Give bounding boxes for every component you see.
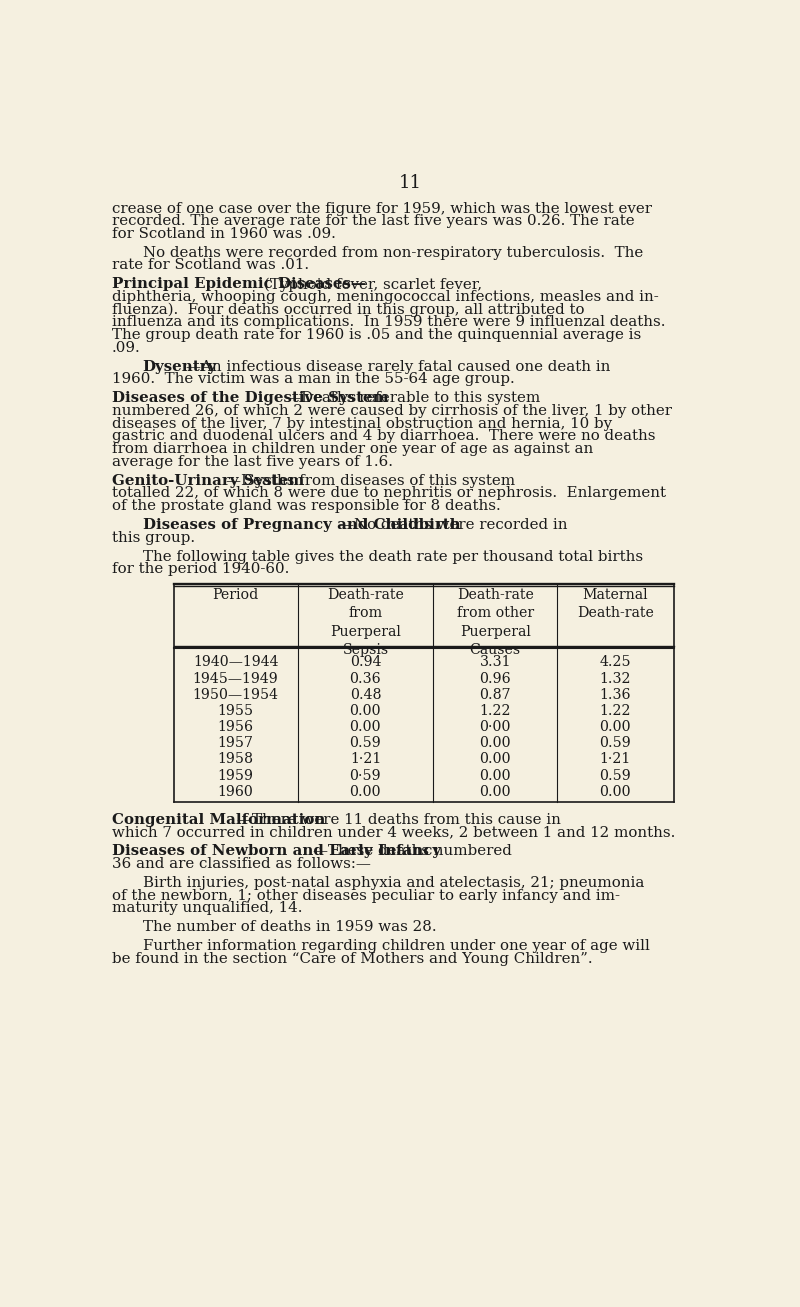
Text: 0.00: 0.00 <box>479 784 511 799</box>
Text: of the prostate gland was responsible for 8 deaths.: of the prostate gland was responsible fo… <box>112 499 500 514</box>
Text: 1·21: 1·21 <box>600 753 631 766</box>
Text: 1955: 1955 <box>218 704 254 718</box>
Text: crease of one case over the figure for 1959, which was the lowest ever: crease of one case over the figure for 1… <box>112 201 652 216</box>
Text: Principal Epidemic Diseases—: Principal Epidemic Diseases— <box>112 277 366 291</box>
Text: Further information regarding children under one year of age will: Further information regarding children u… <box>142 940 650 953</box>
Text: Birth injuries, post-natal asphyxia and atelectasis, 21; pneumonia: Birth injuries, post-natal asphyxia and … <box>142 876 644 890</box>
Text: 1.36: 1.36 <box>600 687 631 702</box>
Text: 11: 11 <box>398 174 422 192</box>
Text: Death-rate
from other
Puerperal
Causes: Death-rate from other Puerperal Causes <box>457 588 534 657</box>
Text: 0.00: 0.00 <box>479 769 511 783</box>
Text: 1.22: 1.22 <box>479 704 511 718</box>
Text: 0.00: 0.00 <box>599 784 631 799</box>
Text: 1.22: 1.22 <box>600 704 631 718</box>
Text: —Deaths from diseases of this system: —Deaths from diseases of this system <box>226 473 515 488</box>
Text: Maternal
Death-rate: Maternal Death-rate <box>577 588 654 621</box>
Text: which 7 occurred in children under 4 weeks, 2 between 1 and 12 months.: which 7 occurred in children under 4 wee… <box>112 826 675 839</box>
Text: 0·00: 0·00 <box>479 720 511 735</box>
Text: diseases of the liver, 7 by intestinal obstruction and hernia, 10 by: diseases of the liver, 7 by intestinal o… <box>112 417 612 431</box>
Text: 0.59: 0.59 <box>350 736 382 750</box>
Text: Death-rate
from
Puerperal
Sepsis: Death-rate from Puerperal Sepsis <box>327 588 404 657</box>
Text: 0·59: 0·59 <box>350 769 382 783</box>
Text: —An infectious disease rarely fatal caused one death in: —An infectious disease rarely fatal caus… <box>186 359 610 374</box>
Text: Diseases of the Digestive System: Diseases of the Digestive System <box>112 391 388 405</box>
Text: diphtheria, whooping cough, meningococcal infections, measles and in-: diphtheria, whooping cough, meningococca… <box>112 290 658 305</box>
Text: be found in the section “Care of Mothers and Young Children”.: be found in the section “Care of Mothers… <box>112 951 592 966</box>
Text: of the newborn, 1; other diseases peculiar to early infancy and im-: of the newborn, 1; other diseases peculi… <box>112 889 620 903</box>
Text: 1957: 1957 <box>218 736 254 750</box>
Text: The following table gives the death rate per thousand total births: The following table gives the death rate… <box>142 549 642 563</box>
Text: average for the last five years of 1.6.: average for the last five years of 1.6. <box>112 455 393 469</box>
Text: (Typhoid fever, scarlet fever,: (Typhoid fever, scarlet fever, <box>264 277 482 291</box>
Text: 1945—1949: 1945—1949 <box>193 672 278 685</box>
Text: 4.25: 4.25 <box>599 655 631 669</box>
Text: rate for Scotland was .01.: rate for Scotland was .01. <box>112 259 309 272</box>
Text: 3.31: 3.31 <box>479 655 511 669</box>
Text: Congenital Malformation: Congenital Malformation <box>112 813 325 827</box>
Text: Dysentry: Dysentry <box>142 359 217 374</box>
Text: 0.00: 0.00 <box>479 736 511 750</box>
Text: 0.48: 0.48 <box>350 687 381 702</box>
Text: 1.32: 1.32 <box>600 672 631 685</box>
Text: 1959: 1959 <box>218 769 254 783</box>
Text: 0.00: 0.00 <box>599 720 631 735</box>
Text: 0.94: 0.94 <box>350 655 381 669</box>
Text: —Deaths referable to this system: —Deaths referable to this system <box>286 391 540 405</box>
Text: numbered 26, of which 2 were caused by cirrhosis of the liver, 1 by other: numbered 26, of which 2 were caused by c… <box>112 404 672 418</box>
Text: —There were 11 deaths from this cause in: —There were 11 deaths from this cause in <box>237 813 561 827</box>
Text: 0.00: 0.00 <box>350 720 382 735</box>
Text: from diarrhoea in children under one year of age as against an: from diarrhoea in children under one yea… <box>112 442 593 456</box>
Text: Genito-Urinary System: Genito-Urinary System <box>112 473 304 488</box>
Text: Diseases of Newborn and Early Infancy: Diseases of Newborn and Early Infancy <box>112 844 441 859</box>
Text: 1958: 1958 <box>218 753 254 766</box>
Text: 36 and are classified as follows:—: 36 and are classified as follows:— <box>112 857 370 872</box>
Text: 0.87: 0.87 <box>479 687 511 702</box>
Text: totalled 22, of which 8 were due to nephritis or nephrosis.  Enlargement: totalled 22, of which 8 were due to neph… <box>112 486 666 501</box>
Text: 0.00: 0.00 <box>350 704 382 718</box>
Text: .09.: .09. <box>112 341 140 356</box>
Text: Diseases of Pregnancy and Childbirth: Diseases of Pregnancy and Childbirth <box>142 518 460 532</box>
Text: gastric and duodenal ulcers and 4 by diarrhoea.  There were no deaths: gastric and duodenal ulcers and 4 by dia… <box>112 430 655 443</box>
Text: No deaths were recorded from non-respiratory tuberculosis.  The: No deaths were recorded from non-respira… <box>142 246 643 260</box>
Text: —These deaths numbered: —These deaths numbered <box>314 844 512 859</box>
Text: fluenza).  Four deaths occurred in this group, all attributed to: fluenza). Four deaths occurred in this g… <box>112 303 584 318</box>
Text: The group death rate for 1960 is .05 and the quinquennial average is: The group death rate for 1960 is .05 and… <box>112 328 641 342</box>
Text: 1940—1944: 1940—1944 <box>193 655 278 669</box>
Text: 0.00: 0.00 <box>479 753 511 766</box>
Text: 1·21: 1·21 <box>350 753 381 766</box>
Text: 1960.  The victim was a man in the 55-64 age group.: 1960. The victim was a man in the 55-64 … <box>112 372 514 387</box>
Text: 0.59: 0.59 <box>599 736 631 750</box>
Text: 0.59: 0.59 <box>599 769 631 783</box>
Text: 0.00: 0.00 <box>350 784 382 799</box>
Text: recorded. The average rate for the last five years was 0.26. The rate: recorded. The average rate for the last … <box>112 214 634 229</box>
Text: for the period 1940-60.: for the period 1940-60. <box>112 562 289 576</box>
Text: The number of deaths in 1959 was 28.: The number of deaths in 1959 was 28. <box>142 920 436 935</box>
Text: influenza and its complications.  In 1959 there were 9 influenzal deaths.: influenza and its complications. In 1959… <box>112 315 665 329</box>
Text: 1956: 1956 <box>218 720 254 735</box>
Text: 1950—1954: 1950—1954 <box>193 687 278 702</box>
Text: for Scotland in 1960 was .09.: for Scotland in 1960 was .09. <box>112 227 335 240</box>
Text: 1960: 1960 <box>218 784 254 799</box>
Text: Period: Period <box>213 588 258 603</box>
Text: this group.: this group. <box>112 531 194 545</box>
Text: maturity unqualified, 14.: maturity unqualified, 14. <box>112 902 302 915</box>
Text: —No deaths were recorded in: —No deaths were recorded in <box>338 518 567 532</box>
Text: 0.96: 0.96 <box>479 672 511 685</box>
Text: 0.36: 0.36 <box>350 672 382 685</box>
